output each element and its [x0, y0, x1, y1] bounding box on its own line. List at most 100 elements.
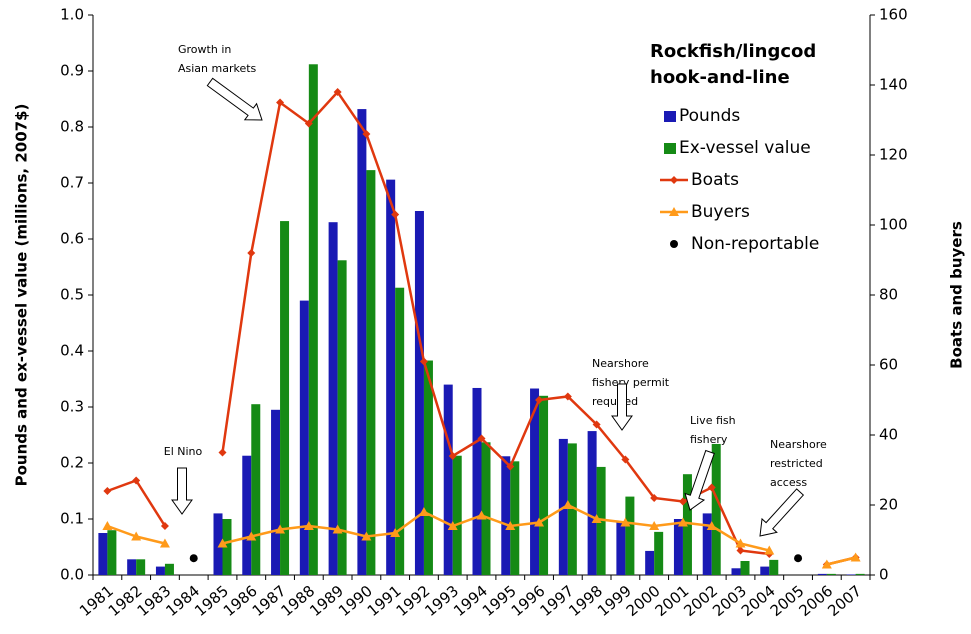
bar [530, 388, 540, 575]
y-tick-label: 0.7 [60, 174, 84, 192]
annotation-arrow [611, 383, 633, 431]
annotation-arrow [206, 77, 263, 121]
point [794, 554, 803, 563]
annotation: restricted [770, 457, 823, 470]
marker [218, 448, 227, 457]
bar [136, 559, 146, 575]
bar [702, 513, 712, 575]
y-tick-label: 0.8 [60, 118, 84, 136]
bar [510, 461, 520, 575]
legend-swatch [664, 143, 676, 154]
bar [673, 519, 683, 575]
marker [391, 210, 400, 219]
bar [357, 109, 367, 575]
y2-tick-label: 0 [879, 566, 889, 584]
bar [271, 409, 281, 575]
legend-title: hook-and-line [650, 67, 790, 88]
annotation-arrow [171, 467, 193, 515]
annotation: fishery [690, 433, 728, 446]
bar [760, 566, 770, 575]
marker [621, 455, 630, 464]
marker [677, 517, 688, 527]
bar [682, 474, 692, 575]
marker [850, 552, 861, 562]
marker [275, 524, 286, 534]
annotation: required [592, 395, 638, 408]
marker [669, 207, 679, 216]
bar [414, 211, 424, 575]
y-tick-label: 0.0 [60, 566, 84, 584]
marker [534, 517, 545, 527]
marker [390, 528, 401, 537]
y-tick-label: 0.6 [60, 230, 84, 248]
bar [769, 559, 779, 575]
y-tick-label: 0.9 [60, 62, 84, 80]
marker [620, 517, 631, 527]
annotation: Live fish [690, 414, 736, 427]
y2-tick-label: 120 [879, 146, 908, 164]
y2-tick-label: 100 [879, 216, 908, 234]
marker [706, 521, 717, 530]
marker [649, 521, 660, 530]
annotation: Nearshore [770, 438, 827, 451]
legend-label: Non-reportable [691, 234, 819, 254]
marker [707, 483, 716, 492]
marker [670, 176, 678, 184]
bar [654, 531, 664, 575]
marker [102, 521, 113, 530]
bar [616, 521, 626, 575]
bar [423, 360, 433, 575]
bar [127, 559, 137, 575]
marker [650, 494, 659, 502]
y2-tick-label: 40 [879, 426, 898, 444]
marker [562, 500, 573, 509]
bar [337, 260, 347, 575]
annotation: Growth in [178, 43, 231, 56]
bar [501, 456, 511, 575]
marker [592, 420, 601, 429]
bar [645, 550, 655, 575]
bar [826, 573, 836, 575]
marker [821, 559, 832, 569]
point [189, 554, 198, 563]
marker [160, 522, 169, 530]
bar [452, 455, 462, 575]
annotation-arrow [759, 488, 805, 537]
marker [505, 521, 516, 530]
marker [678, 497, 687, 506]
bar [213, 513, 223, 575]
marker [304, 119, 313, 128]
bar [587, 431, 597, 575]
y2-tick-label: 20 [879, 496, 898, 514]
y2-axis-label: Boats and buyers [948, 221, 966, 369]
annotation: El Nino [164, 445, 203, 458]
annotation: access [770, 476, 807, 489]
annotation: Asian markets [178, 62, 257, 75]
marker [303, 521, 314, 530]
y-tick-label: 0.2 [60, 454, 84, 472]
y-tick-label: 0.4 [60, 342, 84, 360]
marker [563, 392, 572, 401]
bar [443, 384, 453, 575]
y2-tick-label: 140 [879, 76, 908, 94]
marker [735, 538, 746, 548]
y-tick-label: 0.1 [60, 510, 84, 528]
y2-tick-label: 60 [879, 356, 898, 374]
bar [242, 455, 252, 575]
marker [418, 507, 429, 516]
marker [362, 130, 371, 138]
bar [472, 387, 482, 575]
bar [366, 170, 376, 575]
bar [625, 496, 635, 575]
bar [98, 533, 108, 575]
marker [159, 538, 170, 548]
marker [764, 545, 775, 555]
y2-tick-label: 160 [879, 6, 908, 24]
marker [132, 476, 141, 485]
y-tick-label: 0.5 [60, 286, 84, 304]
marker [217, 538, 228, 548]
marker [276, 98, 285, 107]
y-axis-label: Pounds and ex-vessel value (millions, 20… [13, 104, 31, 487]
legend-label: Buyers [691, 202, 750, 222]
bar [855, 573, 865, 575]
